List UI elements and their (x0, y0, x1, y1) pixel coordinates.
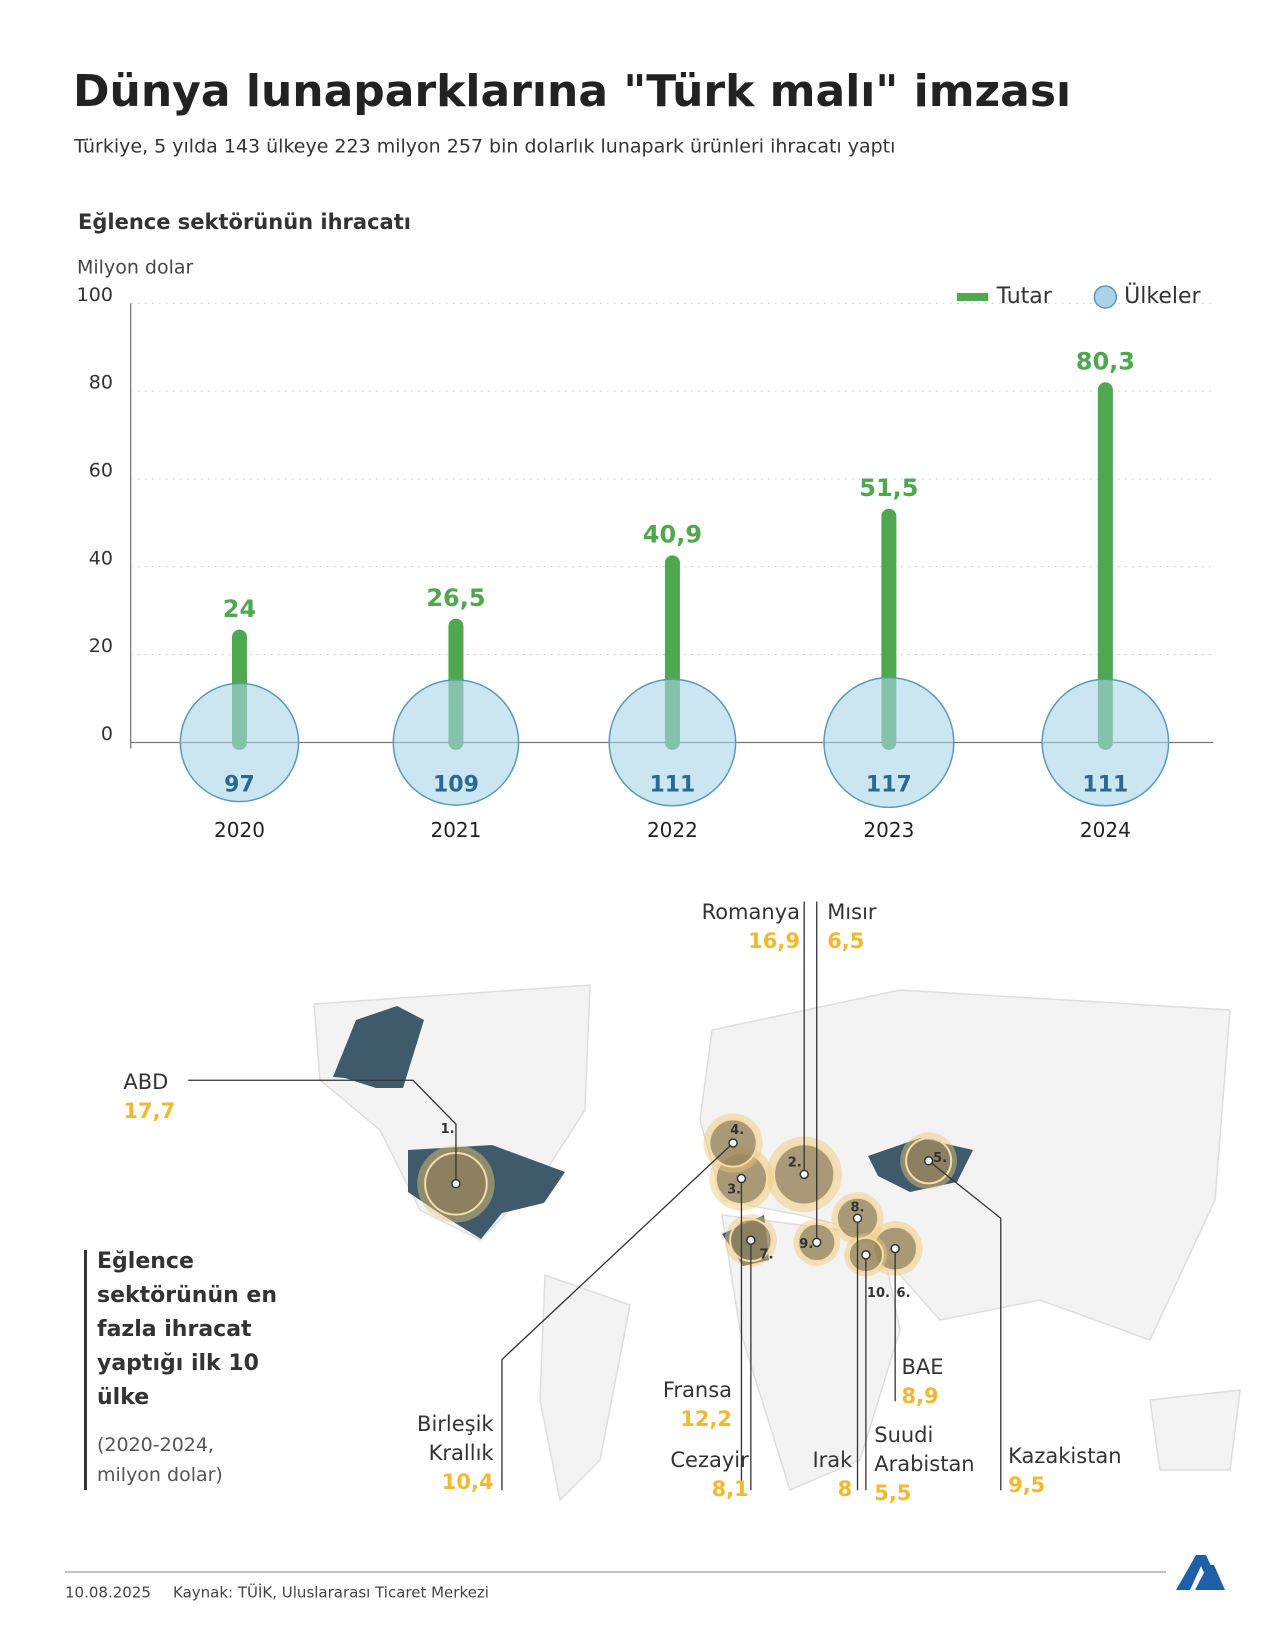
country-point (890, 1243, 900, 1254)
leader-line (188, 1079, 457, 1184)
x-tick-label: 2020 (214, 818, 265, 842)
x-tick-label: 2024 (1080, 818, 1131, 842)
bubble-value-label: 111 (1082, 772, 1128, 797)
country-rank: 9. (799, 1237, 813, 1252)
bubble-value-label: 111 (649, 772, 695, 797)
country-point (852, 1213, 863, 1224)
legend-swatch (1093, 285, 1118, 309)
country-value: 10,4 (441, 1469, 494, 1494)
country-label: Suudi Arabistan 5,5 (874, 1421, 984, 1508)
subtitle: Türkiye, 5 yılda 143 ülkeye 223 milyon 2… (73, 136, 895, 158)
country-name: Birleşik Krallık (417, 1411, 494, 1465)
leader-line (501, 1142, 734, 1491)
country-name: ABD (123, 1069, 169, 1094)
logo (1176, 1555, 1225, 1590)
footer-date: 10.08.2025 (65, 1584, 151, 1602)
country-name: Kazakistan (1008, 1444, 1122, 1469)
country-point (861, 1250, 871, 1260)
x-tick-label: 2023 (863, 818, 914, 842)
map-title-bar (84, 1250, 87, 1490)
country-point (923, 1156, 934, 1166)
y-tick-label: 20 (89, 635, 113, 657)
footer-source: Kaynak: TÜİK, Uluslararası Ticaret Merke… (173, 1583, 489, 1602)
country-count-bubble (823, 676, 955, 809)
country-value: 5,5 (874, 1481, 912, 1506)
country-name: Suudi Arabistan (874, 1423, 975, 1477)
country-point (736, 1173, 747, 1184)
country-value: 9,5 (1008, 1473, 1046, 1498)
country-name: Irak (812, 1448, 853, 1473)
country-point (451, 1179, 461, 1189)
bar-value-label: 80,3 (1076, 348, 1135, 376)
country-label: Irak 8 (812, 1446, 852, 1504)
bar-value-label: 26,5 (426, 584, 485, 612)
country-rank: 8. (851, 1200, 865, 1215)
country-label: Romanya 16,9 (702, 898, 800, 956)
country-count-bubble (392, 679, 520, 806)
country-rank: 4. (730, 1123, 744, 1138)
country-name: Fransa (662, 1378, 733, 1403)
country-label: Birleşik Krallık 10,4 (394, 1410, 494, 1497)
country-value: 16,9 (748, 929, 800, 954)
leader-line (928, 1160, 1002, 1491)
y-tick-label: 40 (89, 547, 113, 569)
title: Dünya lunaparklarına "Türk malı" imzası (73, 66, 1071, 117)
y-tick-label: 100 (77, 284, 113, 306)
bar-value-label: 24 (223, 595, 256, 623)
x-tick-label: 2021 (430, 818, 481, 842)
y-axis-label: Milyon dolar (77, 257, 194, 279)
country-count-bubble (608, 678, 737, 807)
legend-label: Tutar (996, 284, 1053, 309)
y-tick-label: 0 (101, 723, 113, 745)
y-tick-label: 60 (89, 459, 113, 481)
country-rank: 7. (760, 1247, 774, 1262)
map-note: (2020-2024, milyon dolar) (97, 1434, 223, 1486)
country-point (746, 1235, 756, 1246)
country-value: 12,2 (680, 1407, 733, 1432)
country-value: 8,9 (901, 1384, 939, 1409)
bubble-value-label: 109 (433, 772, 479, 797)
country-name: Cezayir (670, 1448, 749, 1473)
country-count-bubble (1041, 678, 1170, 807)
country-rank: 3. (727, 1183, 741, 1198)
country-value: 8,1 (711, 1477, 749, 1502)
country-rank: 1. (441, 1122, 455, 1137)
bubble-value-label: 117 (866, 772, 912, 797)
bubble-value-label: 97 (224, 772, 255, 797)
country-value: 6,5 (827, 929, 865, 954)
y-tick-label: 80 (89, 372, 113, 394)
map-title: Eğlence sektörünün en fazla ihracat yapt… (97, 1249, 278, 1410)
country-label: Kazakistan 9,5 (1008, 1442, 1122, 1500)
legend-label: Ülkeler (1124, 283, 1201, 309)
country-label: Mısır 6,5 (827, 898, 876, 956)
country-name: Mısır (827, 900, 877, 925)
bar-value-label: 40,9 (643, 521, 702, 549)
country-name: Romanya (701, 900, 800, 925)
country-label: Cezayir 8,1 (670, 1446, 748, 1504)
legend-swatch (956, 292, 989, 301)
country-value: 8 (837, 1477, 853, 1502)
country-label: BAE 8,9 (901, 1353, 943, 1411)
country-rank: 6. (897, 1286, 911, 1301)
country-label: ABD 17,7 (123, 1068, 175, 1126)
country-count-bubble (179, 682, 300, 803)
country-name: BAE (901, 1355, 944, 1380)
x-tick-label: 2022 (647, 818, 698, 842)
country-point (799, 1169, 809, 1180)
country-point (811, 1237, 822, 1248)
country-rank: 5. (933, 1151, 947, 1166)
country-point (728, 1138, 738, 1148)
country-rank: 10. (867, 1286, 890, 1301)
country-rank: 2. (788, 1155, 802, 1170)
bar-value-label: 51,5 (859, 474, 918, 502)
chart-title: Eğlence sektörünün ihracatı (78, 210, 411, 234)
country-value: 17,7 (123, 1098, 176, 1123)
country-label: Fransa 12,2 (663, 1376, 732, 1434)
